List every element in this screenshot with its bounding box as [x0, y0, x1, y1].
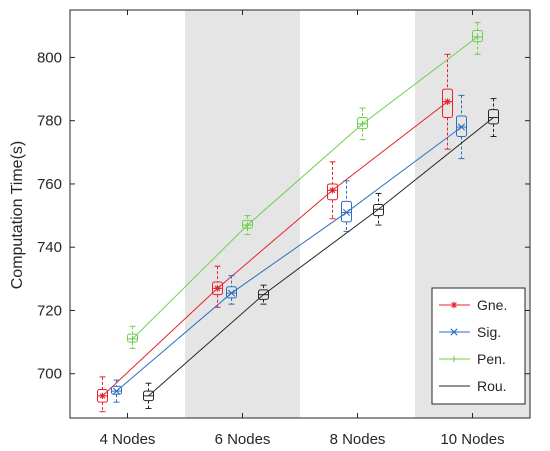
box-plot	[327, 161, 338, 220]
box	[488, 109, 499, 125]
box	[456, 115, 467, 138]
box-plot	[373, 192, 384, 226]
legend-label: Sig.	[477, 324, 501, 340]
series-marker	[99, 392, 106, 400]
legend-item: Sig.	[439, 324, 501, 340]
box	[472, 30, 483, 43]
box	[373, 204, 384, 217]
shaded-band	[185, 10, 300, 418]
box-plot	[242, 215, 253, 236]
box-plot	[212, 265, 223, 308]
plot-border	[69, 9, 531, 419]
x-tick-label: 6 Nodes	[215, 431, 271, 448]
y-axis-label: Computation Time(s)	[9, 141, 26, 290]
box	[442, 88, 453, 119]
series-marker	[342, 208, 351, 217]
legend-label: Pen.	[477, 351, 506, 367]
box-plot	[97, 376, 108, 413]
legend-item: Gne.	[439, 297, 507, 313]
series-marker	[214, 285, 221, 292]
series-marker	[450, 328, 458, 336]
x-tick-label: 10 Nodes	[440, 431, 504, 448]
box-plot	[143, 382, 154, 410]
legend-item: Pen.	[439, 351, 506, 367]
box-plot	[127, 325, 138, 349]
legend-label: Rou.	[477, 378, 507, 394]
series-marker	[244, 221, 251, 229]
series-gne	[97, 53, 453, 413]
series-marker	[112, 387, 121, 395]
box-plot	[226, 275, 237, 305]
y-tick-label: 760	[37, 176, 62, 193]
series-rou	[143, 98, 499, 410]
background-bands	[185, 10, 530, 418]
y-tick-label: 780	[37, 113, 62, 130]
box-plot	[111, 379, 122, 403]
box-plot	[341, 180, 352, 232]
series-marker	[359, 120, 366, 128]
x-axis: 4 Nodes 6 Nodes 8 Nodes 10 Nodes	[100, 10, 505, 448]
box-plot	[357, 107, 368, 141]
x-tick-label: 4 Nodes	[100, 431, 156, 448]
box	[327, 183, 338, 201]
box-plot	[456, 94, 467, 160]
series-layer	[97, 22, 499, 413]
box-plot	[472, 22, 483, 55]
box	[111, 385, 122, 395]
box-plot	[488, 98, 499, 138]
series-marker	[450, 355, 458, 363]
series-pen	[127, 22, 483, 349]
y-tick-label: 700	[37, 366, 62, 383]
series-marker	[444, 98, 451, 105]
series-line	[116, 126, 462, 392]
box-plot	[258, 284, 269, 305]
y-tick-label: 800	[37, 49, 62, 66]
legend-box	[431, 287, 526, 405]
legend-label: Gne.	[477, 297, 507, 313]
series-marker	[450, 301, 458, 309]
series-sig	[111, 94, 467, 403]
series-marker	[329, 187, 336, 194]
legend: Gne. Sig. Pen. Rou.	[431, 287, 526, 405]
series-marker	[129, 335, 136, 343]
series-marker	[457, 123, 466, 131]
series-marker	[474, 33, 481, 41]
y-axis: 700 720 740 760 780 800	[37, 49, 530, 383]
x-tick-label: 8 Nodes	[330, 431, 386, 448]
box	[226, 286, 237, 299]
series-line	[148, 117, 494, 397]
y-tick-label: 720	[37, 302, 62, 319]
y-axis-label-group: Computation Time(s)	[9, 141, 26, 290]
box	[341, 200, 352, 223]
series-line	[102, 101, 448, 397]
legend-item: Rou.	[439, 378, 507, 394]
series-line	[132, 36, 478, 340]
box	[357, 117, 368, 130]
series-marker	[227, 289, 236, 297]
axes-frame	[69, 9, 531, 419]
y-tick-label: 740	[37, 239, 62, 256]
